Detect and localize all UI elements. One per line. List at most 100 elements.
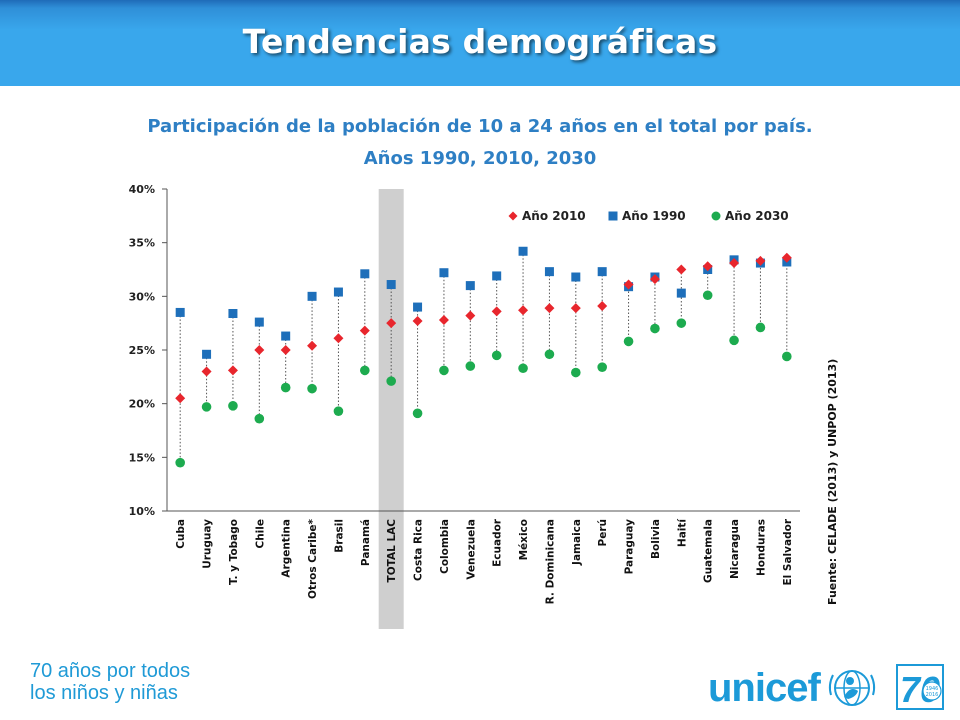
point-2030 <box>228 401 238 411</box>
x-category-label: Chile <box>254 519 266 549</box>
x-category-label: Paraguay <box>624 519 636 575</box>
point-2010 <box>729 258 740 269</box>
point-1990 <box>333 287 343 297</box>
x-category-label: Jamaica <box>571 519 583 566</box>
x-category-label: TOTAL LAC <box>386 519 398 583</box>
point-2030 <box>597 362 607 372</box>
point-2030 <box>465 361 476 371</box>
y-tick-label: 40% <box>129 183 155 196</box>
x-category-label: Uruguay <box>202 519 214 569</box>
point-2030 <box>412 408 423 419</box>
point-2010 <box>438 314 449 325</box>
x-category-label: Perú <box>597 519 609 546</box>
y-tick-label: 25% <box>129 344 155 357</box>
point-2010 <box>201 366 212 377</box>
point-2010 <box>280 345 291 355</box>
point-2010 <box>702 261 713 272</box>
point-2030 <box>755 322 766 333</box>
unicef-logo-text: unicef <box>708 666 821 710</box>
point-2030 <box>201 402 212 412</box>
chart-title: Participación de la población de 10 a 24… <box>147 116 813 137</box>
point-2010 <box>227 365 238 376</box>
x-category-label: Bolivia <box>650 519 662 559</box>
point-2010 <box>518 305 529 316</box>
point-1990 <box>307 291 317 301</box>
highlight-band <box>378 189 404 629</box>
point-2030 <box>782 351 792 362</box>
legend-marker-2030 <box>711 211 721 221</box>
point-1990 <box>281 331 291 341</box>
point-2010 <box>649 274 660 285</box>
point-2030 <box>175 457 185 468</box>
point-2030 <box>360 365 370 376</box>
point-2030 <box>518 363 528 374</box>
x-category-label: Honduras <box>755 519 767 576</box>
x-category-label: Colombia <box>439 519 451 574</box>
point-2030 <box>729 335 739 346</box>
point-1990 <box>492 271 502 281</box>
x-category-label: México <box>518 519 530 560</box>
x-category-label: Venezuela <box>465 519 477 580</box>
point-2030 <box>676 318 687 328</box>
point-1990 <box>202 349 212 359</box>
x-category-label: Guatemala <box>703 519 715 583</box>
point-2010 <box>307 340 318 351</box>
point-2010 <box>597 300 608 311</box>
point-2030 <box>491 350 502 361</box>
point-1990 <box>254 317 264 327</box>
x-category-label: Ecuador <box>492 518 504 567</box>
x-category-label: Brasil <box>333 519 345 553</box>
footer-tagline: 70 años por todos los niños y niñas <box>30 660 190 704</box>
point-2010 <box>412 316 423 327</box>
point-2030 <box>650 323 660 334</box>
point-2010 <box>465 310 476 321</box>
y-tick-label: 30% <box>129 290 155 303</box>
legend-label: Año 2010 <box>522 209 586 223</box>
x-category-label: Otros Caribe* <box>307 519 319 599</box>
point-2030 <box>544 349 555 360</box>
point-1990 <box>175 307 185 317</box>
footer-tagline-line2: los niños y niñas <box>30 682 178 704</box>
x-category-label: Argentina <box>281 519 293 578</box>
y-tick-label: 15% <box>129 451 155 464</box>
x-category-label: Nicaragua <box>729 519 741 579</box>
point-2010 <box>491 306 502 317</box>
point-2010 <box>359 325 370 336</box>
x-category-label: Panamá <box>360 519 372 566</box>
y-tick-label: 35% <box>129 237 155 250</box>
point-2010 <box>781 252 792 263</box>
point-2030 <box>386 376 396 386</box>
chart-subtitle: Años 1990, 2010, 2030 <box>363 148 597 169</box>
x-category-label: T. y Tobago <box>228 519 240 585</box>
point-1990 <box>386 280 396 290</box>
point-2010 <box>333 333 344 344</box>
legend-marker-1990 <box>608 211 618 221</box>
point-2030 <box>254 413 265 424</box>
badge-year-end: 2016 <box>926 692 939 698</box>
point-2030 <box>307 383 317 394</box>
point-1990 <box>360 269 370 279</box>
point-2030 <box>571 367 581 378</box>
badge-year-start: 1946 <box>926 686 939 692</box>
legend-marker-2010 <box>508 211 518 221</box>
point-2010 <box>254 345 265 355</box>
point-1990 <box>544 267 554 277</box>
point-2030 <box>333 406 344 416</box>
point-1990 <box>518 246 528 256</box>
header-banner: Tendencias demográficas <box>0 0 960 86</box>
x-category-label: Haití <box>676 518 688 547</box>
legend-label: Año 1990 <box>622 209 686 223</box>
page-title: Tendencias demográficas <box>242 22 718 61</box>
point-2010 <box>755 255 766 266</box>
point-1990 <box>413 302 423 312</box>
x-category-label: R. Dominicana <box>544 519 556 604</box>
legend-label: Año 2030 <box>725 209 789 223</box>
point-2010 <box>623 279 634 290</box>
point-2010 <box>175 393 186 404</box>
point-1990 <box>228 309 238 319</box>
x-category-label: Costa Rica <box>413 519 425 581</box>
point-2030 <box>439 365 449 376</box>
source-note: Fuente: CELADE (2013) y UNPOP (2013) <box>826 359 839 605</box>
y-tick-label: 20% <box>129 398 155 411</box>
